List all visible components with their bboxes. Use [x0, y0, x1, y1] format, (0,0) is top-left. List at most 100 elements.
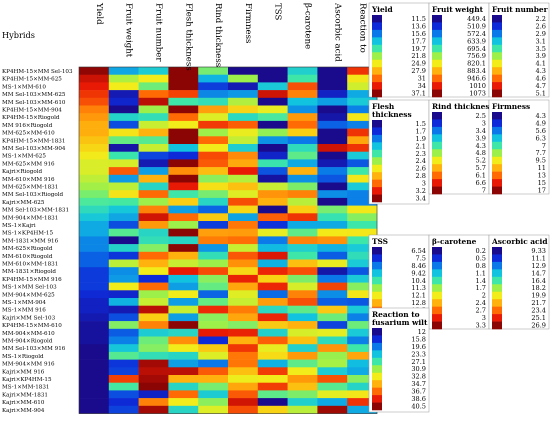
heatmap-cell: [317, 259, 348, 268]
heatmap-cell: [317, 82, 348, 91]
heatmap-cell: [317, 159, 348, 168]
heatmap-cell: [168, 182, 199, 191]
heatmap-cell: [317, 267, 348, 276]
heatmap-cell: [79, 367, 110, 376]
heatmap-cell: [228, 290, 259, 299]
heatmap-cell: [168, 167, 199, 176]
legend-tick: 37.1: [411, 90, 426, 98]
legend-tick: 15.8: [411, 335, 426, 343]
heatmap-cell: [287, 105, 318, 114]
heatmap-cell: [347, 367, 378, 376]
heatmap-cell: [347, 328, 378, 337]
legend-tick: 9.42: [411, 269, 426, 277]
legend-tick: 3.9: [476, 134, 487, 142]
heatmap-cell: [317, 190, 348, 199]
heatmap-cell: [228, 351, 259, 360]
hybrid-label: KP4HM-15×MM-625: [2, 77, 62, 83]
heatmap-cell: [228, 236, 259, 245]
heatmap-cell: [257, 136, 288, 145]
trait-label: Ascorbic acid: [332, 2, 342, 62]
heatmap-cell: [198, 67, 229, 75]
heatmap-cell: [257, 74, 288, 83]
heatmap-cell: [228, 367, 259, 376]
heatmap-cell: [138, 213, 169, 222]
heatmap-cell: [257, 251, 288, 260]
legend-swatch: [372, 67, 382, 75]
heatmap-cell: [79, 67, 110, 75]
legend-tick: 7: [542, 142, 546, 150]
heatmap-cell: [257, 398, 288, 407]
legend-swatch: [432, 74, 442, 83]
legend-tick: 3.5: [536, 45, 547, 53]
heatmap-cell: [257, 282, 288, 291]
heatmap-cell: [79, 144, 110, 152]
heatmap-cell: [168, 251, 199, 260]
heatmap-cell: [79, 336, 110, 345]
heatmap-cell: [347, 251, 378, 260]
hybrid-label: KP4HM-15×MM-904: [2, 108, 62, 114]
heatmap-cell: [347, 151, 378, 160]
heatmap-cell: [347, 336, 378, 345]
hybrid-label: MM-625×MM-610: [2, 131, 55, 137]
heatmap-cell: [138, 151, 169, 160]
legend-tick: 11: [538, 164, 546, 172]
legend-5: Rind thickness2.533.43.94.34.85.25.76.16…: [428, 99, 494, 195]
heatmap-cell: [287, 298, 318, 306]
color-legends: Yield11.513.615.617.719.721.824.927.9313…: [368, 2, 550, 413]
heatmap-cell: [168, 205, 199, 214]
hybrid-label: MM-625×Riogold: [2, 246, 53, 252]
legend-swatch: [372, 380, 382, 388]
legend-swatch: [432, 171, 442, 180]
legend-title: Flesh: [372, 102, 395, 111]
legend-tick: 1.5: [416, 120, 427, 128]
legend-title: Yield: [371, 5, 393, 14]
heatmap-cell: [168, 321, 199, 330]
legend-swatch: [492, 247, 502, 255]
heatmap-cell: [317, 298, 348, 306]
hybrid-label: KP4HM-15×MM Sel-103: [2, 69, 73, 75]
heatmap-cell: [287, 351, 318, 360]
heatmap-cell: [347, 282, 378, 291]
heatmap-cell: [317, 221, 348, 229]
hybrid-label: MM 916×Riogold: [2, 123, 53, 129]
heatmap-cell: [287, 398, 318, 407]
legend-swatch: [492, 291, 502, 300]
heatmap-cell: [198, 290, 229, 299]
heatmap-cell: [138, 359, 169, 368]
heatmap-cell: [228, 405, 259, 414]
heatmap-cell: [108, 151, 139, 160]
hybrid-label: KP4HM-15×Riogold: [2, 115, 60, 121]
legend-swatch: [432, 276, 442, 285]
legend-title: Rind thickness: [432, 102, 494, 111]
hybrid-label: MM-625×MM-1831: [2, 185, 58, 191]
heatmap-cell: [228, 167, 259, 176]
heatmap-cell: [138, 405, 169, 414]
heatmap-cell: [347, 90, 378, 99]
legend-swatch: [492, 15, 502, 23]
heatmap-cell: [257, 90, 288, 99]
legend-swatch: [432, 44, 442, 53]
legend-swatch: [492, 22, 502, 31]
legend-swatch: [372, 261, 382, 270]
heatmap-cell: [198, 90, 229, 99]
heatmap-cell: [138, 251, 169, 260]
heatmap-cell: [198, 251, 229, 260]
heatmap-cell: [198, 267, 229, 276]
legend-swatch: [432, 59, 442, 68]
heatmap-cell: [198, 321, 229, 330]
heatmap-cell: [108, 67, 139, 75]
heatmap-cell: [108, 105, 139, 114]
legend-tick: 6.1: [476, 172, 487, 180]
legend-swatch: [372, 284, 382, 293]
heatmap-cell: [198, 390, 229, 399]
heatmap-cell: [228, 259, 259, 268]
hybrid-label: MS-1×Riogold: [2, 354, 44, 360]
heatmap-cell: [108, 305, 139, 314]
heatmap-cell: [228, 328, 259, 337]
heatmap-cell: [287, 290, 318, 299]
heatmap-cell: [228, 113, 259, 122]
legend-swatch: [432, 89, 442, 98]
heatmap-cell: [347, 120, 378, 129]
heatmap-cell: [79, 228, 110, 237]
heatmap-cell: [79, 305, 110, 314]
